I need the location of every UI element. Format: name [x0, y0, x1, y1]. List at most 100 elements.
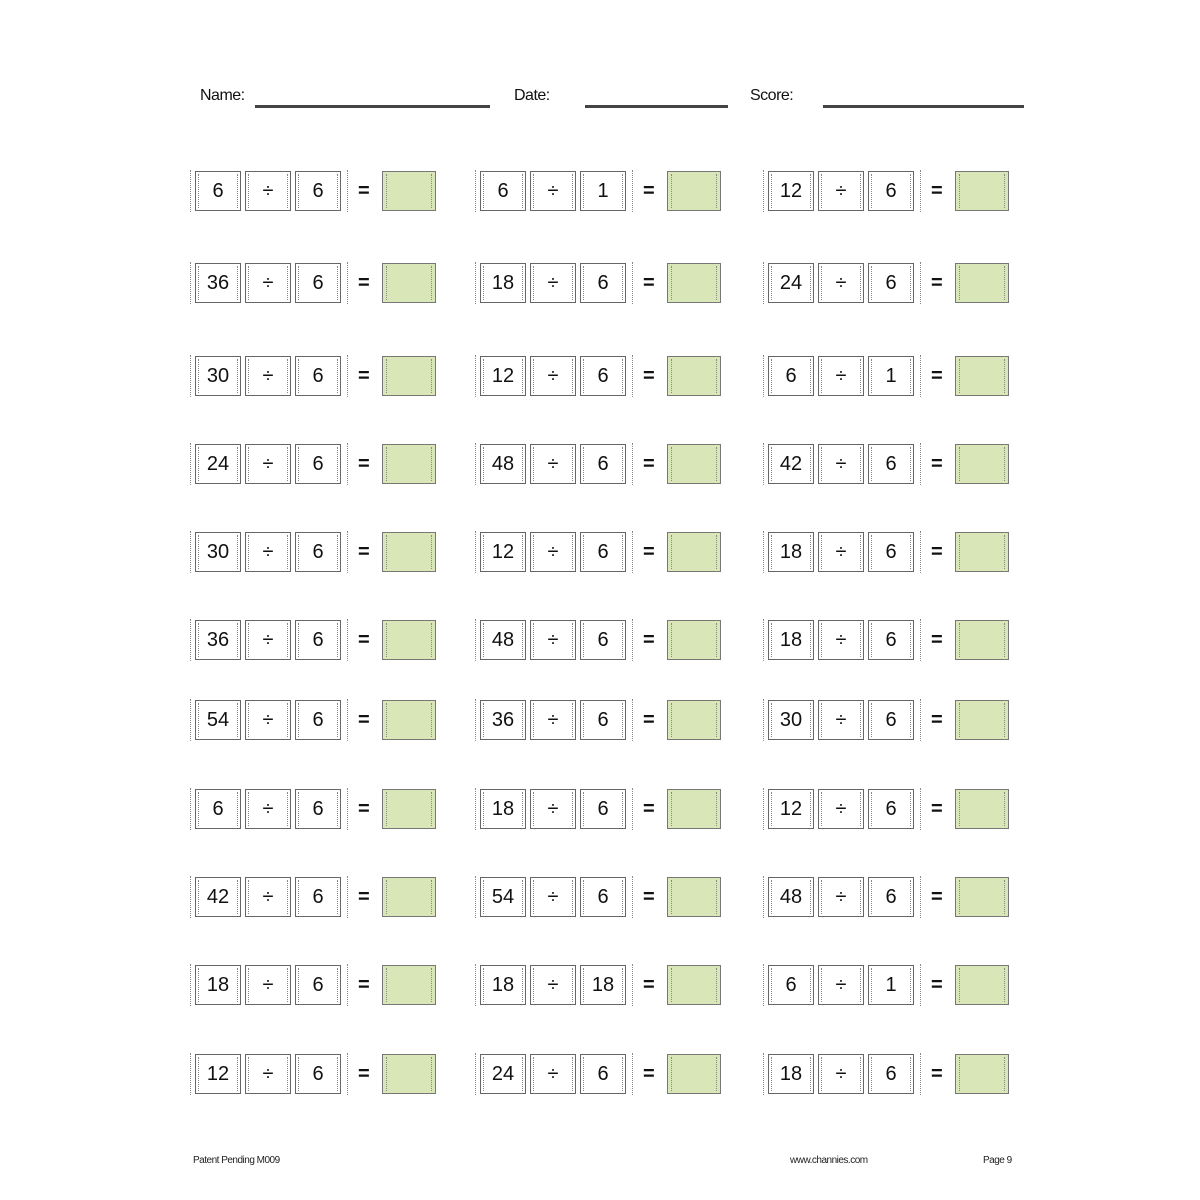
- answer-box[interactable]: [955, 789, 1009, 829]
- dividend-cell: 12: [768, 171, 814, 211]
- divisor-value: 6: [885, 540, 897, 563]
- problem-frame: [190, 788, 348, 830]
- problem-frame: [475, 170, 633, 212]
- dividend-value: 6: [785, 364, 797, 387]
- answer-box[interactable]: [382, 356, 436, 396]
- answer-box[interactable]: [955, 877, 1009, 917]
- problem-frame: [190, 1053, 348, 1095]
- problem-frame: [763, 964, 921, 1006]
- divisor-value: 6: [312, 540, 324, 563]
- operator-cell: ÷: [818, 171, 864, 211]
- answer-box[interactable]: [382, 1054, 436, 1094]
- answer-box[interactable]: [667, 877, 721, 917]
- equals-sign: =: [643, 885, 655, 908]
- answer-box[interactable]: [382, 965, 436, 1005]
- equals-sign: =: [358, 628, 370, 651]
- answer-box[interactable]: [955, 356, 1009, 396]
- dividend-value: 18: [779, 628, 803, 651]
- problem-frame: [190, 619, 348, 661]
- equals-sign: =: [931, 885, 943, 908]
- operator-cell: ÷: [530, 263, 576, 303]
- answer-box[interactable]: [955, 700, 1009, 740]
- operator-value: ÷: [262, 271, 274, 294]
- date-line[interactable]: [585, 105, 728, 108]
- answer-box[interactable]: [667, 444, 721, 484]
- answer-box[interactable]: [667, 356, 721, 396]
- dividend-cell: 6: [195, 171, 241, 211]
- operator-cell: ÷: [530, 444, 576, 484]
- dividend-value: 30: [206, 540, 230, 563]
- answer-box[interactable]: [955, 263, 1009, 303]
- answer-box[interactable]: [955, 965, 1009, 1005]
- footer-left: Patent Pending M009: [193, 1155, 280, 1166]
- divisor-value: 6: [597, 797, 609, 820]
- equals-sign: =: [643, 973, 655, 996]
- problem-frame: [763, 788, 921, 830]
- dividend-value: 30: [206, 364, 230, 387]
- equals-sign: =: [931, 973, 943, 996]
- operator-cell: ÷: [818, 789, 864, 829]
- operator-value: ÷: [835, 797, 847, 820]
- answer-box[interactable]: [955, 620, 1009, 660]
- dividend-cell: 18: [768, 1054, 814, 1094]
- answer-box[interactable]: [667, 965, 721, 1005]
- name-line[interactable]: [255, 105, 490, 108]
- answer-box[interactable]: [382, 620, 436, 660]
- name-label: Name:: [200, 87, 245, 104]
- divisor-value: 6: [885, 708, 897, 731]
- answer-box[interactable]: [382, 532, 436, 572]
- dividend-cell: 18: [768, 620, 814, 660]
- footer-page: Page 9: [983, 1155, 1012, 1166]
- dividend-value: 12: [206, 1062, 230, 1085]
- operator-cell: ÷: [530, 171, 576, 211]
- answer-box[interactable]: [667, 171, 721, 211]
- answer-box[interactable]: [955, 171, 1009, 211]
- answer-box[interactable]: [955, 532, 1009, 572]
- dividend-value: 36: [206, 628, 230, 651]
- answer-box[interactable]: [382, 171, 436, 211]
- problem-frame: [190, 170, 348, 212]
- dividend-cell: 12: [480, 532, 526, 572]
- answer-box[interactable]: [382, 263, 436, 303]
- answer-box[interactable]: [955, 444, 1009, 484]
- divisor-cell: 6: [868, 789, 914, 829]
- dividend-cell: 30: [768, 700, 814, 740]
- equals-sign: =: [358, 540, 370, 563]
- divisor-cell: 6: [295, 532, 341, 572]
- operator-cell: ÷: [245, 965, 291, 1005]
- dividend-value: 54: [206, 708, 230, 731]
- answer-box[interactable]: [382, 789, 436, 829]
- divisor-cell: 6: [868, 171, 914, 211]
- answer-box[interactable]: [667, 532, 721, 572]
- operator-cell: ÷: [818, 444, 864, 484]
- operator-cell: ÷: [530, 789, 576, 829]
- score-line[interactable]: [823, 105, 1024, 108]
- equals-sign: =: [358, 708, 370, 731]
- answer-box[interactable]: [382, 700, 436, 740]
- dividend-cell: 48: [768, 877, 814, 917]
- answer-box[interactable]: [667, 700, 721, 740]
- problem-frame: [763, 355, 921, 397]
- operator-cell: ÷: [245, 532, 291, 572]
- score-label: Score:: [750, 87, 794, 104]
- answer-box[interactable]: [667, 789, 721, 829]
- dividend-value: 24: [206, 452, 230, 475]
- footer-url: www.channies.com: [790, 1155, 868, 1166]
- equals-sign: =: [643, 271, 655, 294]
- operator-value: ÷: [835, 540, 847, 563]
- operator-value: ÷: [547, 628, 559, 651]
- answer-box[interactable]: [382, 444, 436, 484]
- operator-cell: ÷: [818, 356, 864, 396]
- divisor-value: 1: [885, 364, 897, 387]
- dividend-value: 12: [779, 179, 803, 202]
- answer-box[interactable]: [667, 263, 721, 303]
- answer-box[interactable]: [667, 1054, 721, 1094]
- answer-box[interactable]: [955, 1054, 1009, 1094]
- problem-frame: [475, 1053, 633, 1095]
- dividend-cell: 36: [195, 620, 241, 660]
- answer-box[interactable]: [382, 877, 436, 917]
- problem-frame: [190, 262, 348, 304]
- problem-frame: [475, 619, 633, 661]
- dividend-cell: 54: [480, 877, 526, 917]
- answer-box[interactable]: [667, 620, 721, 660]
